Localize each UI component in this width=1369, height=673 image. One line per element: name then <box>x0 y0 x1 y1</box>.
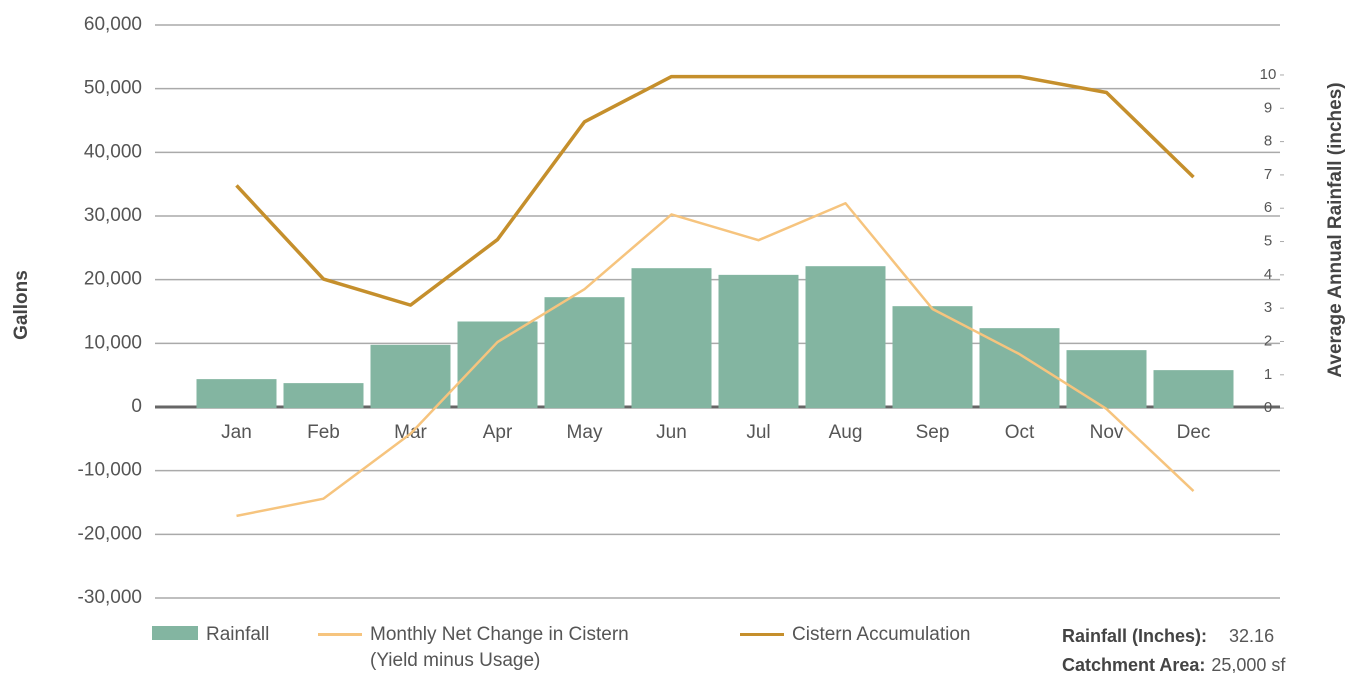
x-tick-label: May <box>567 422 603 443</box>
line <box>235 74 1195 307</box>
bar <box>631 268 712 409</box>
legend-swatch <box>318 633 362 636</box>
legend-label: Cistern Accumulation <box>792 624 971 645</box>
bar <box>718 274 799 409</box>
y2-tick-label: 2 <box>1264 332 1272 349</box>
y2-tick-label: 7 <box>1264 166 1272 183</box>
x-tick-label: Dec <box>1177 422 1211 443</box>
y-tick-label: -20,000 <box>78 523 142 544</box>
legend-swatch <box>740 633 784 636</box>
x-tick-label: Aug <box>829 422 863 443</box>
y2-axis-label: Average Annual Rainfall (inches) <box>1325 82 1346 377</box>
bar <box>196 379 277 409</box>
line <box>236 202 1195 518</box>
y2-tick-label: 1 <box>1264 366 1272 383</box>
y2-tick-label: 3 <box>1264 299 1272 316</box>
y-tick-label: 50,000 <box>84 78 142 99</box>
bar <box>370 344 451 409</box>
x-tick-label: Jul <box>746 422 770 443</box>
legend-swatch <box>152 626 198 640</box>
bar <box>283 383 364 409</box>
legend-item: Rainfall <box>152 622 302 648</box>
info-row: Catchment Area: 25,000 sf <box>1062 651 1285 673</box>
bar <box>892 306 973 409</box>
info: Rainfall (Inches): 32.16 Catchment Area: 25… <box>1062 622 1285 673</box>
y-tick-label: -30,000 <box>78 587 142 608</box>
info-label: Rainfall (Inches): <box>1062 626 1208 646</box>
info-row: Rainfall (Inches): 32.16 <box>1062 622 1285 651</box>
y-tick-label: 0 <box>131 396 142 417</box>
y2-tick-label: 5 <box>1264 233 1272 250</box>
x-tick-label: Jun <box>656 422 687 443</box>
x-tick-label: Sep <box>916 422 950 443</box>
bar <box>1066 350 1147 409</box>
x-tick-label: Oct <box>1005 422 1035 443</box>
x-tick-label: Apr <box>483 422 513 443</box>
x-tick-label: Jan <box>221 422 252 443</box>
bar <box>1153 370 1234 409</box>
y-tick-label: -10,000 <box>78 460 142 481</box>
y2-tick-label: 8 <box>1264 133 1272 150</box>
y-tick-label: 40,000 <box>84 141 142 162</box>
info-value: 32.16 <box>1229 626 1275 646</box>
y-tick-label: 10,000 <box>84 332 142 353</box>
y2-tick-label: 10 <box>1260 66 1277 83</box>
x-tick-label: Feb <box>307 422 340 443</box>
y2-tick-label: 6 <box>1264 199 1272 216</box>
info-value: 25,000 sf <box>1211 655 1286 673</box>
bar <box>457 321 538 409</box>
y2-tick-label: 9 <box>1264 99 1272 116</box>
y2-tick-label: 0 <box>1264 399 1272 416</box>
y-tick-label: 30,000 <box>84 205 142 226</box>
legend-item: Cistern Accumulation <box>740 622 1040 648</box>
legend-label: Rainfall <box>206 624 270 645</box>
legend-label: Monthly Net Change in Cistern (Yield min… <box>370 624 629 671</box>
y-axis-label: Gallons <box>11 270 32 340</box>
y-tick-label: 60,000 <box>84 14 142 35</box>
bar <box>544 297 625 409</box>
x-tick-label: Nov <box>1090 422 1124 443</box>
bar <box>805 266 886 409</box>
legend-item: Monthly Net Change in Cistern (Yield min… <box>318 622 678 673</box>
info-label: Catchment Area: <box>1062 655 1206 673</box>
y2-tick-label: 4 <box>1264 266 1272 283</box>
y-tick-label: 20,000 <box>84 269 142 290</box>
